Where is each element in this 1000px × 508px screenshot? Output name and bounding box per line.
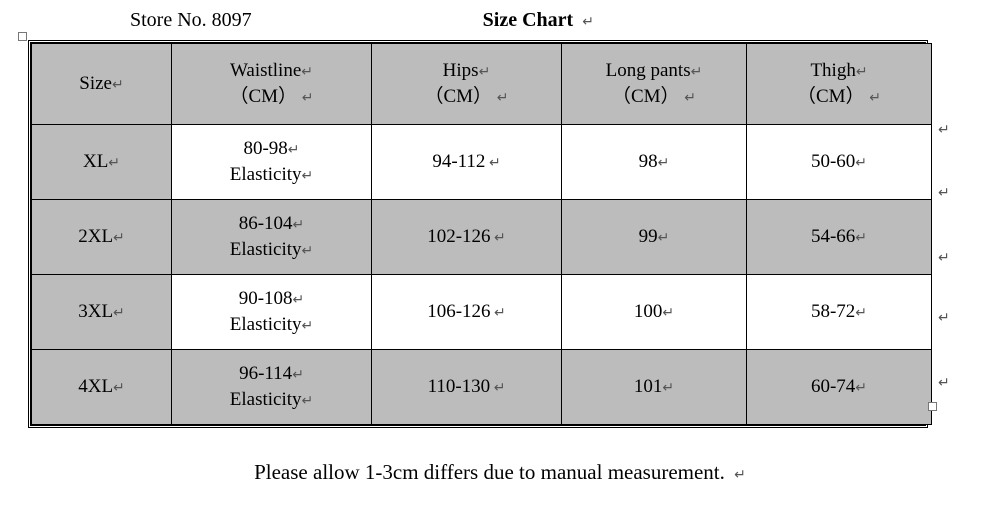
paragraph-mark-icon: ↵ (938, 310, 950, 327)
cell-size: XL↵ (32, 125, 172, 200)
cell-waistline: 80-98↵Elasticity↵ (172, 125, 372, 200)
footer-note: Please allow 1-3cm differs due to manual… (0, 460, 1000, 485)
cell-thigh: 58-72↵ (747, 275, 932, 350)
table-row: 2XL↵86-104↵Elasticity↵102-126 ↵99↵54-66↵ (32, 200, 932, 275)
paragraph-mark-icon: ↵ (938, 122, 950, 139)
table-anchor-top-left-icon (18, 32, 27, 41)
store-number: Store No. 8097 (130, 9, 252, 31)
cell-long-pants: 99↵ (562, 200, 747, 275)
cell-waistline: 90-108↵Elasticity↵ (172, 275, 372, 350)
cell-thigh: 60-74↵ (747, 350, 932, 425)
table-row: 4XL↵96-114↵Elasticity↵110-130 ↵101↵60-74… (32, 350, 932, 425)
cell-hips: 94-112 ↵ (372, 125, 562, 200)
size-chart-tbody: Size↵Waistline↵（CM） ↵Hips↵（CM） ↵Long pan… (32, 44, 932, 425)
size-chart-title: Size Chart (483, 9, 574, 31)
cell-long-pants: 98↵ (562, 125, 747, 200)
cell-hips: 106-126 ↵ (372, 275, 562, 350)
column-header-size: Size↵ (32, 44, 172, 125)
table-row: 3XL↵90-108↵Elasticity↵106-126 ↵100↵58-72… (32, 275, 932, 350)
cell-hips: 110-130 ↵ (372, 350, 562, 425)
cell-waistline: 86-104↵Elasticity↵ (172, 200, 372, 275)
cell-hips: 102-126 ↵ (372, 200, 562, 275)
column-header-long-pants: Long pants↵（CM） ↵ (562, 44, 747, 125)
paragraph-mark-icon: ↵ (938, 185, 950, 202)
table-anchor-bottom-right-icon (928, 402, 937, 411)
paragraph-mark-icon: ↵ (938, 375, 950, 392)
paragraph-mark-icon: ↵ (734, 468, 746, 483)
cell-long-pants: 100↵ (562, 275, 747, 350)
column-header-hips: Hips↵（CM） ↵ (372, 44, 562, 125)
paragraph-mark-icon: ↵ (938, 250, 950, 267)
cell-size: 4XL↵ (32, 350, 172, 425)
cell-waistline: 96-114↵Elasticity↵ (172, 350, 372, 425)
column-header-thigh: Thigh↵（CM） ↵ (747, 44, 932, 125)
size-chart-table-wrap: Size↵Waistline↵（CM） ↵Hips↵（CM） ↵Long pan… (28, 40, 928, 428)
cell-long-pants: 101↵ (562, 350, 747, 425)
cell-size: 2XL↵ (32, 200, 172, 275)
top-header: Store No. 8097 Size Chart ↵ (130, 9, 594, 32)
table-row: XL↵80-98↵Elasticity↵94-112 ↵98↵50-60↵ (32, 125, 932, 200)
column-header-waistline: Waistline↵（CM） ↵ (172, 44, 372, 125)
paragraph-mark-icon: ↵ (582, 15, 594, 30)
cell-thigh: 50-60↵ (747, 125, 932, 200)
size-chart-table: Size↵Waistline↵（CM） ↵Hips↵（CM） ↵Long pan… (31, 43, 932, 425)
cell-size: 3XL↵ (32, 275, 172, 350)
cell-thigh: 54-66↵ (747, 200, 932, 275)
footer-text: Please allow 1-3cm differs due to manual… (254, 460, 725, 484)
